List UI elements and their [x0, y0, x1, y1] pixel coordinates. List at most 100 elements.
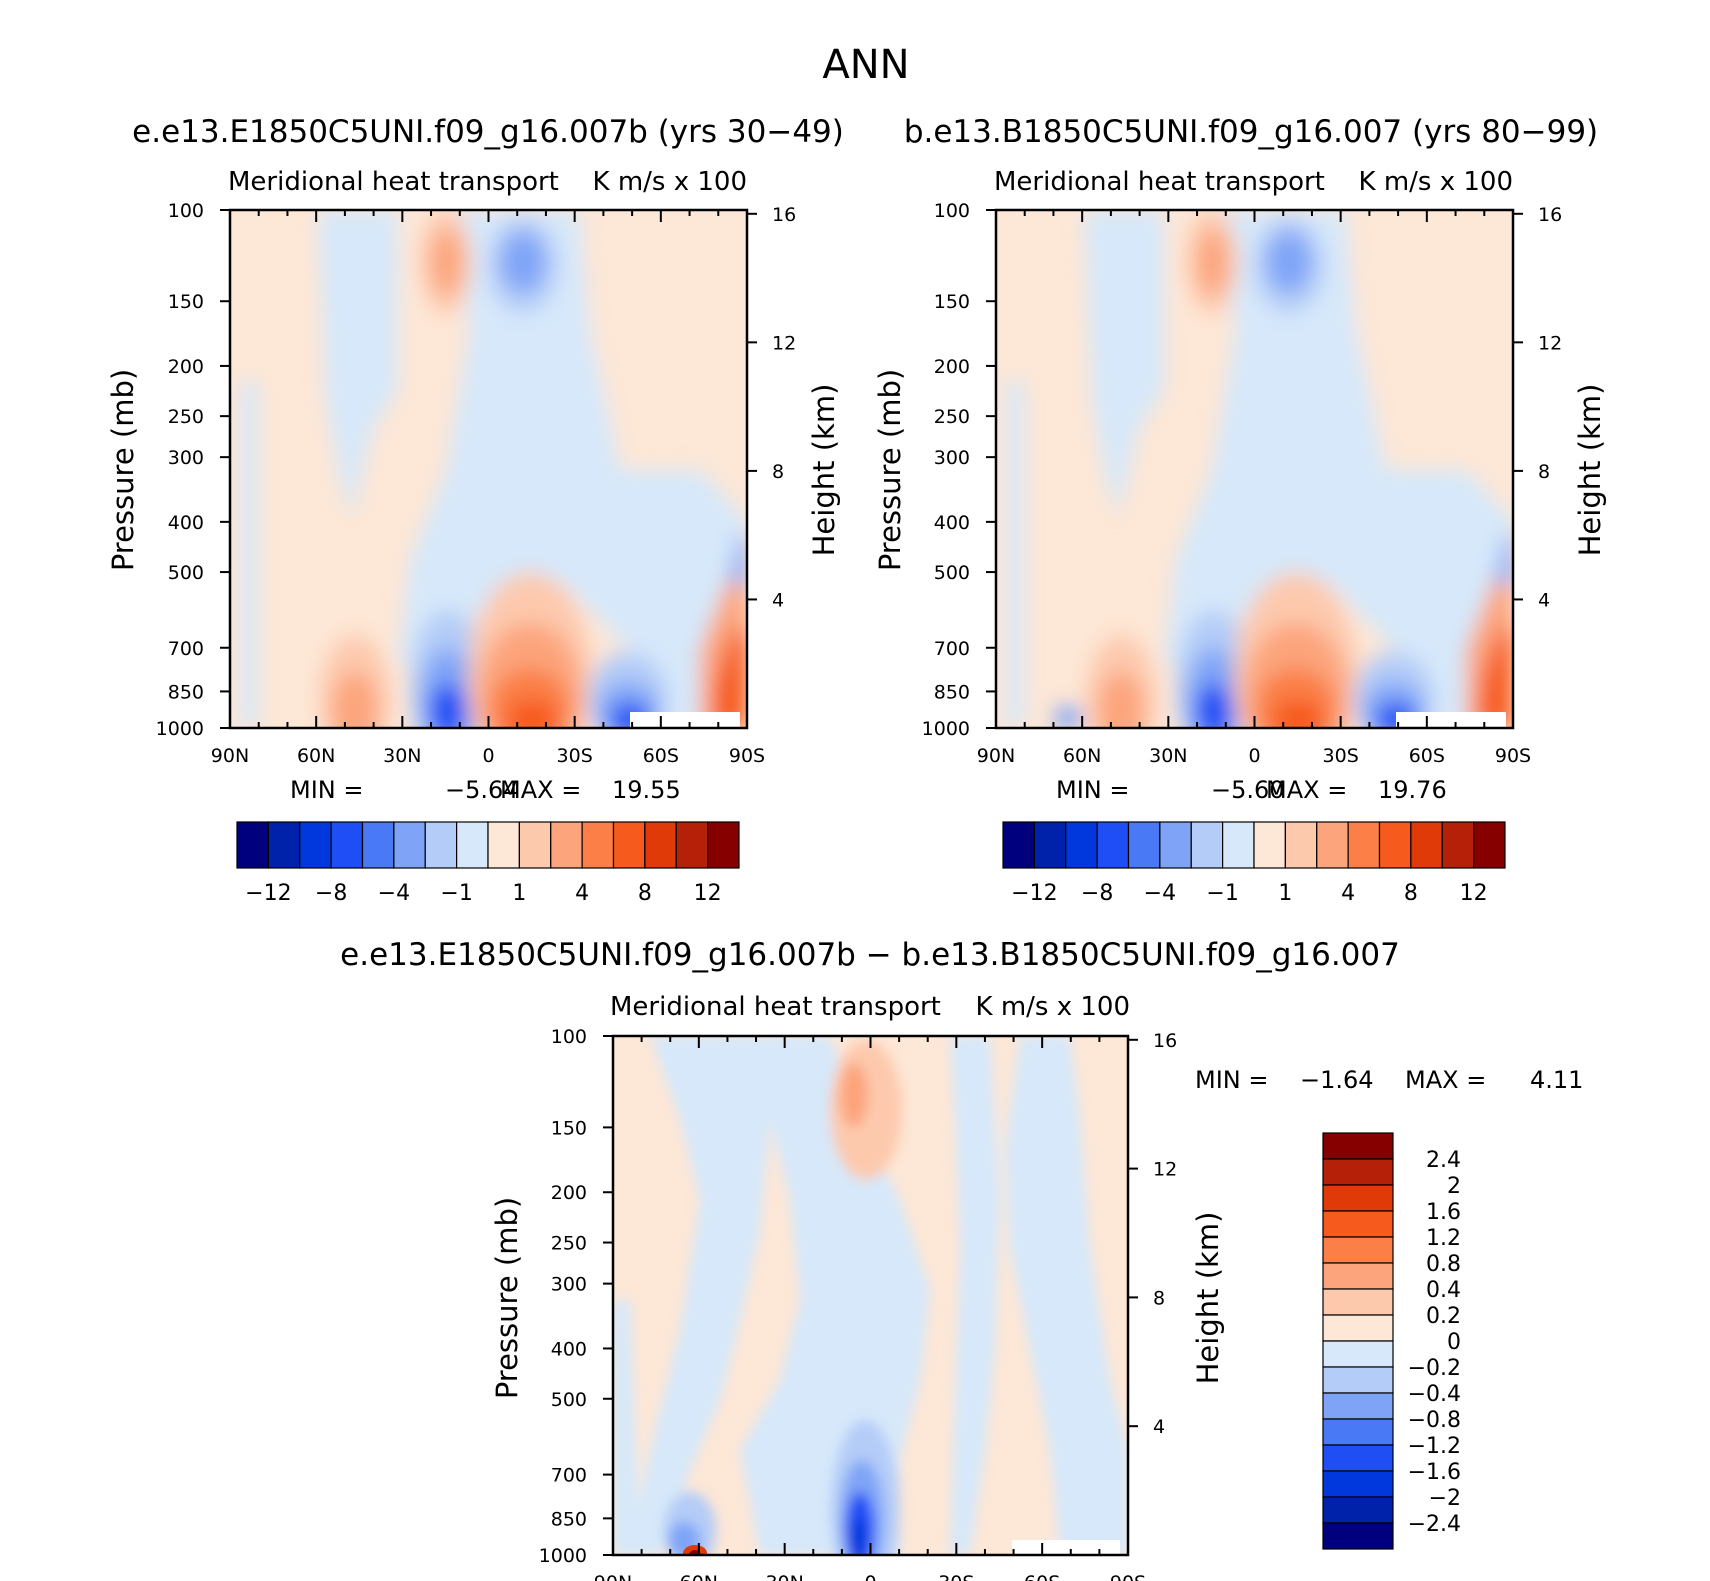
panel-1-min-value: −5.64 [445, 776, 519, 804]
panel-2-lat-tick-label: 60N [1063, 745, 1101, 767]
panel-1-sh-upper-tongue [585, 210, 665, 455]
panel-1-pressure-tick-label: 1000 [156, 718, 204, 740]
panel-1-pressure-tick-label: 250 [168, 406, 204, 428]
panel-3-axes: 100 150 200 250 300 400 500 700 850 1000 16 12 8 4 90N… [539, 1026, 1178, 1581]
panel-3-lat-tick-label: 30S [938, 1572, 974, 1581]
panel-1-colorbar-cell [707, 821, 740, 869]
panel-3-ylabel: Pressure (mb) [490, 1197, 524, 1399]
panel-3-max-value: 4.11 [1530, 1066, 1583, 1094]
panel-3-colorbar-cell [1322, 1522, 1394, 1550]
panel-1-upper-negative-jet-core [501, 232, 545, 292]
panel-2-colorbar-label: −12 [1011, 881, 1057, 906]
panel-3-colorbar-cell [1322, 1470, 1394, 1498]
panel-3-colorbar-cell [1322, 1184, 1394, 1212]
panel-3-contours [613, 1036, 1128, 1555]
panel-2-pressure-tick-label: 200 [934, 356, 970, 378]
panel-3-colorbar-cell [1322, 1262, 1394, 1290]
panel-3-colorbar-cell [1322, 1496, 1394, 1524]
panel-2-subtitle-right: K m/s x 100 [1359, 167, 1514, 197]
panel-2-colorbar-cell [1065, 821, 1098, 869]
panel-3-height-tick-label: 12 [1153, 1159, 1177, 1181]
panel-1-min-label: MIN = [290, 776, 363, 804]
panel-3-pressure-tick-label: 300 [551, 1274, 587, 1296]
panel-2-colorbar-label: 12 [1460, 881, 1488, 906]
panel-2-max-label: MAX = [1266, 776, 1347, 804]
panel-2-colorbar-label: 1 [1278, 881, 1292, 906]
panel-3-colorbar-cell [1322, 1340, 1394, 1368]
panel-3-lat-tick-label: 90S [1110, 1572, 1146, 1581]
panel-2-pressure-tick-label: 400 [934, 512, 970, 534]
panel-2-plot-area [996, 210, 1513, 728]
panel-3-lat-tick-label: 60N [680, 1572, 718, 1581]
panel-3-lat-tick-label: 90N [594, 1572, 632, 1581]
panel-2-height-tick-label: 12 [1538, 332, 1562, 354]
panel-1-negative-band-north [240, 380, 258, 728]
panel-2-negative-region-tropics [1164, 210, 1513, 728]
panel-2-axes: 100 150 200 250 300 400 500 700 850 1000 16 12 8 4 90N… [922, 200, 1563, 767]
panel-3-colorbar-label: 0.8 [1426, 1252, 1461, 1277]
panel-3-lat-tick-label: 0 [864, 1572, 876, 1581]
panel-2-low-positive-trop-peak [1273, 700, 1323, 728]
panel-3-pressure-tick-label: 100 [551, 1026, 587, 1048]
panel-2-polar-negative-strip [1496, 530, 1513, 590]
panel-1-colorbar-label: −1 [440, 881, 472, 906]
panel-3-mask [1012, 1540, 1120, 1555]
panel-3-colorbar-label: 1.6 [1426, 1200, 1461, 1225]
panel-3-subtitle-left: Meridional heat transport [610, 992, 941, 1022]
panel-2-max-value: 19.76 [1378, 776, 1447, 804]
panel-2-negative-band-north [1006, 380, 1024, 728]
panel-2-colorbar-label: −4 [1144, 881, 1176, 906]
panel-2-lat-tick-label: 90N [977, 745, 1015, 767]
panel-1-colorbar-label: −4 [378, 881, 410, 906]
panel-2-mask [1396, 712, 1506, 728]
panel-1-polar-positive-core [712, 620, 747, 728]
panel-3-negative-region-east [1005, 1036, 1128, 1555]
panel-3: e.e13.E1850C5UNI.f09_g16.007b − b.e13.B1… [340, 937, 1583, 1581]
panel-3-colorbar-label: 0.4 [1426, 1278, 1461, 1303]
panel-3-colorbar-cell [1322, 1210, 1394, 1238]
panel-2-colorbar-cell [1190, 821, 1224, 869]
panel-2-height-tick-label: 16 [1538, 204, 1562, 226]
panel-3-colorbar-label: −2 [1429, 1486, 1461, 1511]
panel-3-pressure-tick-label: 150 [551, 1117, 587, 1139]
panel-2-polar-positive-core [1478, 620, 1513, 728]
panel-3-colorbar-label: −1.2 [1408, 1434, 1461, 1459]
panel-1-colorbar-label: −12 [245, 881, 291, 906]
panel-2-sh-upper-tongue [1351, 210, 1431, 455]
panel-1-ylabel-right: Height (km) [807, 384, 841, 557]
panel-2-min-value: −5.60 [1211, 776, 1285, 804]
panel-3-max-label: MAX = [1405, 1066, 1486, 1094]
panel-1-negative-region-main [318, 210, 398, 520]
panel-2-ylabel-right: Height (km) [1573, 384, 1607, 557]
panel-1-pressure-tick-label: 850 [168, 681, 204, 703]
panel-2-colorbar-cell [1127, 821, 1161, 869]
panel-2-pressure-tick-label: 700 [934, 638, 970, 660]
panel-2-upper-negative-jet-core [1267, 232, 1311, 292]
panel-2-colorbar-label: 4 [1341, 881, 1355, 906]
panel-2-colorbar-cell [1347, 821, 1381, 869]
panel-2-colorbar-label: −1 [1206, 881, 1238, 906]
panel-1-colorbar-cell [675, 821, 709, 869]
panel-1-pressure-tick-label: 200 [168, 356, 204, 378]
panel-1-polar-negative-strip [730, 530, 747, 590]
panel-1-lat-tick-label: 60N [297, 745, 335, 767]
panel-2-colorbar-cell [1033, 821, 1067, 869]
panel-1-colorbar-cell [361, 821, 395, 869]
panel-1-colorbar-cell [550, 821, 583, 869]
panel-2-lat-tick-label: 0 [1248, 745, 1260, 767]
panel-1-lat-tick-label: 0 [482, 745, 494, 767]
panel-2-pressure-tick-label: 250 [934, 406, 970, 428]
panel-1-colorbar-cell [518, 821, 552, 869]
panel-3-colorbar-label: −0.4 [1408, 1382, 1461, 1407]
panel-1-pressure-tick-label: 150 [168, 291, 204, 313]
panel-2-ylabel: Pressure (mb) [873, 369, 907, 571]
panel-3-colorbar-cell [1322, 1392, 1394, 1420]
panel-2-pressure-tick-label: 1000 [922, 718, 970, 740]
panel-3-colorbar-cell [1322, 1314, 1394, 1342]
panel-2-low-negative-polar-nh [1054, 706, 1082, 728]
panel-3-colorbar-label: −1.6 [1408, 1460, 1461, 1485]
panel-2-colorbar-label: −8 [1081, 881, 1113, 906]
panel-3-low-negative-peak [850, 1518, 866, 1555]
panel-2-contours [1006, 210, 1513, 728]
